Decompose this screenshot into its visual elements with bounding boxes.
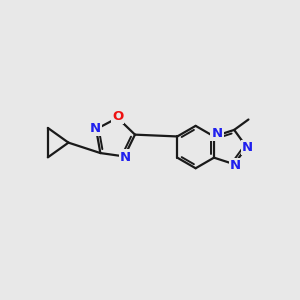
Text: N: N (242, 141, 254, 154)
Text: N: N (89, 122, 100, 135)
Text: N: N (212, 127, 223, 140)
Text: N: N (120, 151, 131, 164)
Text: N: N (230, 159, 241, 172)
Text: O: O (112, 110, 123, 123)
